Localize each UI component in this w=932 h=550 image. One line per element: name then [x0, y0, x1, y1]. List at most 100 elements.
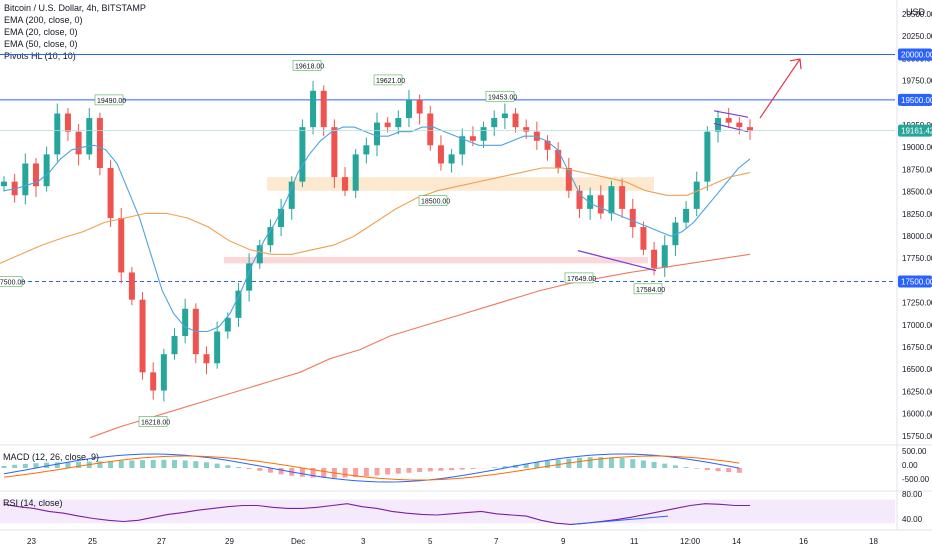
pivot-label-box — [292, 60, 322, 71]
macd-y-tick: 0.00 — [902, 461, 918, 470]
candle-body — [310, 90, 317, 128]
macd-histogram-bar — [651, 461, 657, 468]
macd-line — [3, 453, 740, 483]
macd-histogram-bar — [267, 468, 273, 473]
pivot-label: 17649.00 — [567, 276, 596, 283]
macd-histogram-bar — [225, 465, 231, 468]
x-tick-label: 18 — [869, 537, 878, 546]
pivot-label: 19621.00 — [376, 78, 405, 85]
macd-histogram-bar — [726, 468, 732, 473]
pivot-label-box — [94, 94, 124, 106]
macd-histogram-bar — [108, 461, 114, 468]
pivot-label-box — [373, 74, 403, 86]
y-tick-label: 18750.00 — [902, 165, 932, 174]
candle-body — [459, 136, 466, 155]
macd-histogram-bar — [449, 468, 455, 471]
candle-body — [651, 249, 658, 268]
x-tick-label: 5 — [428, 537, 433, 546]
level-price-tag — [898, 93, 932, 106]
y-tick-label: 16250.00 — [902, 387, 932, 396]
candle-body — [342, 177, 349, 191]
candle-body — [32, 163, 39, 187]
macd-histogram-bar — [587, 457, 593, 468]
indicator-pivots[interactable]: Pivots HL (10, 10) — [4, 51, 76, 61]
macd-histogram-bar — [683, 467, 689, 468]
y-tick-label: 16500.00 — [902, 365, 932, 374]
candle-body — [107, 168, 114, 218]
ema200-line — [89, 253, 751, 439]
candle-body — [501, 113, 508, 119]
macd-histogram-bar — [395, 468, 401, 474]
x-tick-label: 11 — [630, 537, 639, 546]
macd-histogram-bar — [54, 462, 60, 468]
level-price-label: 17500.00 — [901, 278, 932, 287]
pivot-label: 18500.00 — [421, 199, 450, 206]
candle-body — [661, 245, 668, 268]
candle-body — [288, 181, 295, 209]
candle-body — [491, 118, 498, 128]
macd-histogram-bar — [76, 461, 82, 468]
candle-body — [523, 127, 530, 132]
candle-body — [533, 131, 540, 141]
macd-histogram-bar — [22, 463, 28, 468]
pivot-label-box — [418, 195, 448, 207]
flag-line — [713, 110, 749, 118]
current-price-tag — [898, 124, 932, 137]
candle-body — [629, 208, 636, 228]
indicator-ema200[interactable]: EMA (200, close, 0) — [4, 15, 83, 25]
candle-body — [256, 245, 263, 264]
candle-body — [86, 118, 93, 155]
macd-histogram-bar — [513, 465, 519, 468]
macd-histogram-bar — [44, 462, 50, 468]
macd-histogram-bar — [630, 459, 636, 468]
candle-body — [512, 113, 519, 128]
macd-histogram-bar — [374, 468, 380, 476]
candle-body — [299, 127, 306, 182]
candle-body — [214, 331, 221, 364]
candle-body — [619, 186, 626, 209]
macd-histogram-bar — [65, 462, 71, 468]
ema50-line — [0, 167, 751, 264]
candle-body — [182, 308, 189, 337]
candle-body — [128, 272, 135, 300]
pivot-label-box — [564, 272, 594, 284]
candle-body — [54, 113, 61, 155]
candle-body — [203, 354, 210, 364]
y-tick-label: 16750.00 — [902, 343, 932, 352]
macd-histogram-bar — [576, 457, 582, 468]
y-tick-label: 16000.00 — [902, 410, 932, 419]
macd-histogram-bar — [246, 468, 252, 469]
macd-histogram-bar — [736, 468, 742, 473]
x-tick-label: 14 — [732, 537, 741, 546]
candle-body — [480, 127, 487, 141]
macd-histogram-bar — [523, 463, 529, 468]
candle-body — [640, 227, 647, 250]
candle-body — [587, 195, 594, 209]
candle-body — [224, 317, 231, 332]
macd-histogram-bar — [502, 466, 508, 468]
macd-histogram-bar — [470, 468, 476, 469]
x-tick-label: 27 — [157, 537, 166, 546]
macd-histogram-bar — [619, 458, 625, 468]
candle-body — [683, 208, 690, 223]
projection-arrow — [759, 58, 801, 119]
y-tick-label: 20250.00 — [902, 32, 932, 41]
y-tick-label: 18000.00 — [902, 232, 932, 241]
candle-body — [267, 227, 274, 246]
macd-y-tick: -500.00 — [902, 475, 930, 484]
candle-body — [22, 163, 29, 196]
x-tick-label: 16 — [799, 537, 808, 546]
macd-histogram-bar — [257, 468, 263, 471]
support-zone — [224, 257, 648, 264]
candle-body — [374, 122, 380, 146]
pivot-label: 17584.00 — [636, 287, 665, 294]
level-price-label: 20000.00 — [901, 50, 932, 59]
indicator-ema50[interactable]: EMA (50, close, 0) — [4, 39, 78, 49]
rsi-title: RSI (14, close) — [3, 498, 63, 508]
macd-histogram-bar — [299, 468, 305, 477]
candle-body — [352, 154, 359, 191]
indicator-ema20[interactable]: EMA (20, close, 0) — [4, 27, 78, 37]
pivot-label: 19453.00 — [488, 94, 517, 101]
pivot-label: 16218.00 — [141, 419, 170, 426]
